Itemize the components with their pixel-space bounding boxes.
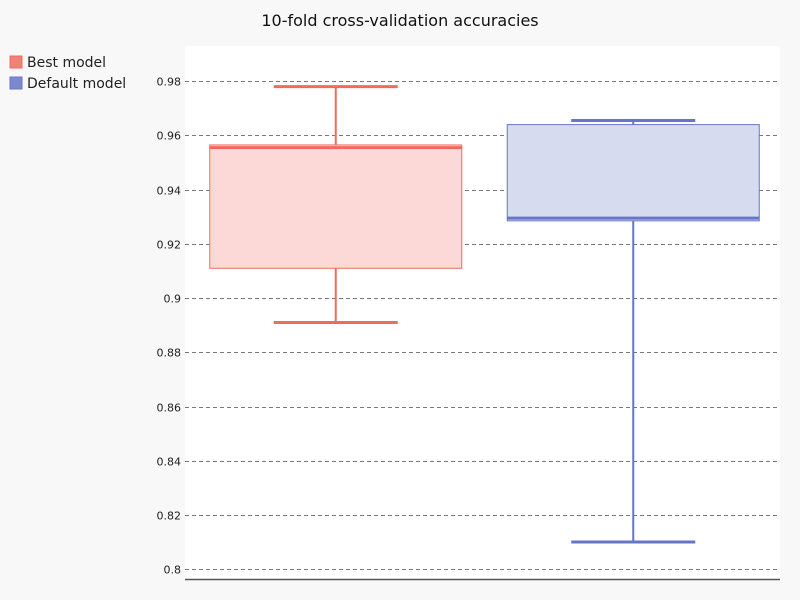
y-tick-label: 0.98 — [157, 76, 182, 89]
y-tick-label: 0.82 — [157, 510, 182, 523]
box-rect — [506, 124, 760, 222]
legend-swatch — [9, 76, 23, 90]
box-rect — [209, 144, 463, 269]
y-tick-label: 0.96 — [157, 130, 182, 143]
y-tick-label: 0.94 — [157, 185, 182, 198]
legend-label: Best model — [27, 55, 106, 71]
y-tick-label: 0.8 — [164, 564, 182, 577]
legend-swatch — [9, 55, 23, 69]
chart-title: 10-fold cross-validation accuracies — [261, 11, 538, 30]
y-tick-label: 0.86 — [157, 402, 182, 415]
y-tick-labels: 0.8 0.82 0.84 0.86 0.88 0.9 0.92 0.94 0.96 0.98 — [157, 76, 182, 577]
box-group — [209, 85, 463, 324]
y-tick-label: 0.88 — [157, 347, 182, 360]
box-plots — [209, 85, 760, 544]
y-tick-label: 0.84 — [157, 456, 182, 469]
y-tick-label: 0.9 — [164, 293, 182, 306]
box-group — [506, 119, 760, 544]
y-tick-label: 0.92 — [157, 239, 182, 252]
legend: Best model Default model — [9, 55, 126, 92]
legend-label: Default model — [27, 76, 126, 92]
